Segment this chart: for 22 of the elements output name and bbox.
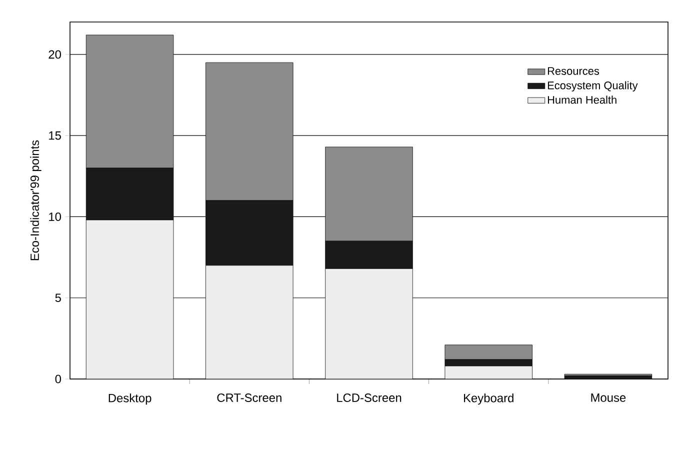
legend-label: Human Health: [548, 96, 616, 104]
bar: [206, 265, 294, 379]
x-tick-label: CRT-Screen: [217, 394, 282, 402]
bar: [206, 200, 294, 266]
bar: [325, 240, 413, 269]
bar: [86, 168, 174, 220]
y-tick-label: 10: [49, 212, 62, 221]
bar: [86, 220, 174, 379]
y-tick-label: 20: [48, 50, 62, 59]
x-tick-label: Desktop: [108, 394, 152, 405]
bar: [325, 268, 413, 379]
x-tick-label: Mouse: [591, 394, 626, 402]
x-tick-label: Keyboard: [464, 394, 514, 405]
x-tick-label: LCD-Screen: [337, 394, 402, 402]
bar: [444, 344, 532, 360]
y-tick-label: 0: [55, 374, 62, 384]
legend-label: Resources: [548, 67, 600, 75]
legend-label: Ecosystem Quality: [548, 81, 638, 92]
bar: [444, 366, 532, 379]
y-tick-label: 15: [49, 131, 61, 140]
y-tick-label: 5: [55, 294, 61, 302]
y-axis-title: Eco-Indicator'99 points: [30, 140, 42, 260]
